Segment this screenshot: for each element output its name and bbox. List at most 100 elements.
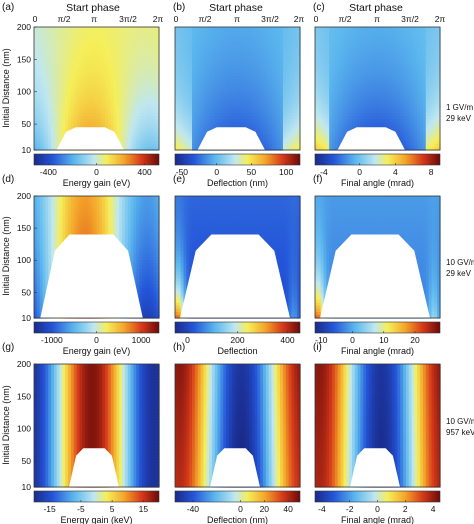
heatmap-cell: [156, 119, 160, 123]
heatmap-cell: [107, 122, 112, 127]
heatmap-cell: [110, 85, 115, 90]
heatmap-cell: [211, 70, 216, 74]
heatmap-cell: [263, 97, 267, 102]
heatmap-cell: [122, 125, 126, 130]
heatmap-cell: [246, 122, 250, 127]
heatmap-cell: [203, 42, 207, 47]
heatmap-cell: [144, 73, 149, 77]
heatmap-cell: [223, 66, 227, 71]
heatmap-cell: [183, 128, 187, 133]
heatmap-cell: [231, 70, 236, 74]
heatmap-cell: [231, 106, 236, 111]
heatmap-cell: [124, 128, 129, 133]
heatmap-cell: [200, 30, 205, 34]
heatmap-cell: [260, 91, 264, 96]
heatmap-cell: [211, 45, 216, 50]
heatmap-cell: [251, 42, 256, 47]
heatmap-cell: [268, 128, 273, 133]
heatmap-cell: [136, 30, 140, 34]
heatmap-cell: [254, 125, 258, 130]
heatmap-cell: [194, 70, 199, 74]
heatmap-cell: [99, 66, 103, 71]
heatmap-cell: [234, 119, 239, 123]
heatmap-cell: [56, 76, 61, 80]
heatmap-cell: [214, 106, 219, 111]
heatmap-cell: [65, 36, 69, 40]
heatmap-cell: [175, 51, 179, 56]
heatmap-cell: [194, 116, 199, 120]
heatmap-cell: [263, 134, 267, 139]
heatmap-cell: [59, 60, 64, 65]
heatmap-cell: [99, 79, 103, 83]
heatmap-cell: [119, 110, 123, 114]
heatmap-cell: [156, 134, 160, 139]
heatmap-cell: [39, 79, 44, 83]
heatmap-cell: [139, 48, 143, 53]
heatmap-cell: [133, 143, 137, 148]
colorbar-label-a: Energy gain (eV): [63, 178, 131, 188]
heatmap-cell: [150, 140, 154, 145]
heatmap-cell: [231, 79, 236, 83]
heatmap-cell: [274, 91, 278, 96]
heatmap-cell: [53, 113, 58, 117]
heatmap-cell: [110, 76, 115, 80]
heatmap-cell: [42, 27, 46, 31]
heatmap-cell: [243, 54, 247, 59]
heatmap-cell: [133, 106, 137, 111]
heatmap-cell: [251, 88, 256, 93]
excluded-region: [56, 127, 124, 150]
heatmap-cell: [209, 60, 213, 65]
heatmap-cell: [265, 146, 270, 151]
heatmap-cell: [110, 66, 115, 71]
heatmap-cell: [257, 122, 261, 127]
heatmap-cell: [220, 27, 224, 31]
heatmap-cell: [147, 39, 152, 43]
heatmap-cell: [127, 88, 132, 93]
heatmap-cell: [39, 85, 44, 90]
heatmap-cell: [36, 146, 41, 151]
heatmap-cell: [274, 143, 278, 148]
heatmap-cell: [36, 134, 41, 139]
heatmap-cell: [260, 137, 264, 142]
heatmap-cell: [102, 116, 106, 120]
heatmap-cell: [141, 48, 146, 53]
heatmap-cell: [141, 128, 146, 133]
heatmap-cell: [73, 94, 78, 99]
heatmap-cell: [102, 45, 106, 50]
heatmap-cell: [147, 66, 152, 71]
heatmap-cell: [237, 88, 241, 93]
heatmap-cell: [127, 30, 132, 34]
heatmap-cell: [248, 54, 253, 59]
heatmap-cell: [36, 143, 41, 148]
heatmap-cell: [139, 85, 143, 90]
heatmap-cell: [124, 30, 129, 34]
heatmap-cell: [194, 128, 199, 133]
heatmap-cell: [150, 119, 154, 123]
heatmap-cell: [251, 39, 256, 43]
heatmap-cell: [93, 76, 98, 80]
heatmap-cell: [90, 66, 95, 71]
heatmap-cell: [271, 140, 276, 145]
heatmap-cell: [62, 27, 66, 31]
heatmap-cell: [141, 88, 146, 93]
heatmap-cell: [119, 48, 123, 53]
heatmap-cell: [130, 137, 135, 142]
heatmap-cell: [248, 42, 253, 47]
heatmap-cell: [211, 63, 216, 68]
heatmap-cell: [183, 63, 187, 68]
heatmap-cell: [76, 85, 81, 90]
heatmap-cell: [102, 70, 106, 74]
heatmap-cell: [113, 60, 117, 65]
heatmap-cell: [53, 45, 58, 50]
heatmap-cell: [156, 27, 160, 31]
heatmap-cell: [130, 27, 135, 31]
heatmap-cell: [274, 66, 278, 71]
heatmap-cell: [271, 73, 276, 77]
heatmap-cell: [127, 70, 132, 74]
heatmap-cell: [153, 143, 157, 148]
heatmap-cell: [119, 30, 123, 34]
heatmap-cell: [107, 100, 112, 105]
heatmap-cell: [209, 39, 213, 43]
heatmap-cell: [51, 140, 55, 145]
heatmap-cell: [113, 85, 117, 90]
